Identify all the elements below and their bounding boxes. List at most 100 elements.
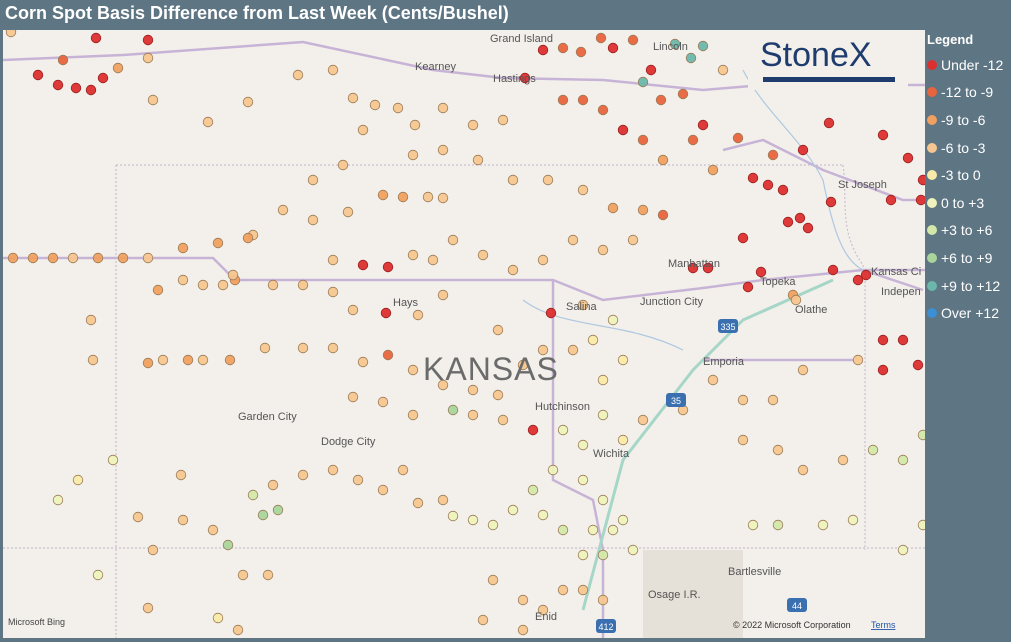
- station-dot[interactable]: [707, 164, 719, 176]
- station-dot[interactable]: [377, 396, 389, 408]
- station-dot[interactable]: [577, 549, 589, 561]
- station-dot[interactable]: [347, 92, 359, 104]
- station-dot[interactable]: [467, 119, 479, 131]
- station-dot[interactable]: [915, 194, 925, 206]
- station-dot[interactable]: [392, 102, 404, 114]
- station-dot[interactable]: [877, 364, 889, 376]
- station-dot[interactable]: [617, 514, 629, 526]
- station-dot[interactable]: [297, 342, 309, 354]
- station-dot[interactable]: [132, 511, 144, 523]
- station-dot[interactable]: [772, 519, 784, 531]
- station-dot[interactable]: [152, 284, 164, 296]
- station-dot[interactable]: [902, 152, 914, 164]
- station-dot[interactable]: [852, 274, 864, 286]
- station-dot[interactable]: [597, 104, 609, 116]
- station-dot[interactable]: [747, 172, 759, 184]
- station-dot[interactable]: [567, 344, 579, 356]
- station-dot[interactable]: [487, 519, 499, 531]
- station-dot[interactable]: [797, 464, 809, 476]
- station-dot[interactable]: [407, 409, 419, 421]
- station-dot[interactable]: [737, 232, 749, 244]
- station-dot[interactable]: [790, 294, 802, 306]
- station-dot[interactable]: [92, 252, 104, 264]
- station-dot[interactable]: [247, 489, 259, 501]
- station-dot[interactable]: [527, 424, 539, 436]
- station-dot[interactable]: [617, 354, 629, 366]
- station-dot[interactable]: [782, 216, 794, 228]
- station-dot[interactable]: [617, 434, 629, 446]
- station-dot[interactable]: [307, 174, 319, 186]
- station-dot[interactable]: [437, 289, 449, 301]
- legend-item[interactable]: +3 to +6: [927, 217, 1003, 245]
- station-dot[interactable]: [409, 119, 421, 131]
- station-dot[interactable]: [885, 194, 897, 206]
- station-dot[interactable]: [742, 281, 754, 293]
- station-dot[interactable]: [597, 409, 609, 421]
- station-dot[interactable]: [175, 469, 187, 481]
- station-dot[interactable]: [897, 544, 909, 556]
- station-dot[interactable]: [577, 299, 589, 311]
- station-dot[interactable]: [237, 569, 249, 581]
- station-dot[interactable]: [422, 191, 434, 203]
- station-dot[interactable]: [382, 349, 394, 361]
- station-dot[interactable]: [427, 254, 439, 266]
- station-dot[interactable]: [607, 42, 619, 54]
- station-dot[interactable]: [357, 259, 369, 271]
- station-dot[interactable]: [232, 624, 244, 636]
- station-dot[interactable]: [147, 544, 159, 556]
- station-dot[interactable]: [242, 232, 254, 244]
- station-dot[interactable]: [437, 192, 449, 204]
- station-dot[interactable]: [687, 134, 699, 146]
- station-dot[interactable]: [224, 354, 236, 366]
- station-dot[interactable]: [57, 54, 69, 66]
- station-dot[interactable]: [272, 504, 284, 516]
- station-dot[interactable]: [860, 269, 872, 281]
- station-dot[interactable]: [797, 364, 809, 376]
- station-dot[interactable]: [517, 624, 529, 636]
- station-dot[interactable]: [823, 117, 835, 129]
- station-dot[interactable]: [27, 252, 39, 264]
- station-dot[interactable]: [762, 179, 774, 191]
- station-dot[interactable]: [412, 497, 424, 509]
- station-dot[interactable]: [777, 184, 789, 196]
- legend-item[interactable]: Over +12: [927, 299, 1003, 327]
- station-dot[interactable]: [537, 344, 549, 356]
- station-dot[interactable]: [587, 524, 599, 536]
- station-dot[interactable]: [607, 202, 619, 214]
- station-dot[interactable]: [142, 602, 154, 614]
- station-dot[interactable]: [467, 409, 479, 421]
- station-dot[interactable]: [645, 64, 657, 76]
- station-dot[interactable]: [85, 84, 97, 96]
- station-dot[interactable]: [212, 237, 224, 249]
- station-dot[interactable]: [297, 469, 309, 481]
- station-dot[interactable]: [545, 307, 557, 319]
- station-dot[interactable]: [217, 279, 229, 291]
- station-dot[interactable]: [92, 569, 104, 581]
- station-dot[interactable]: [817, 519, 829, 531]
- station-dot[interactable]: [567, 234, 579, 246]
- station-dot[interactable]: [377, 189, 389, 201]
- station-dot[interactable]: [112, 62, 124, 74]
- station-dot[interactable]: [537, 254, 549, 266]
- station-dot[interactable]: [917, 429, 925, 441]
- station-dot[interactable]: [67, 252, 79, 264]
- station-dot[interactable]: [292, 69, 304, 81]
- station-dot[interactable]: [197, 354, 209, 366]
- station-dot[interactable]: [357, 124, 369, 136]
- station-dot[interactable]: [107, 454, 119, 466]
- station-dot[interactable]: [297, 279, 309, 291]
- station-dot[interactable]: [197, 279, 209, 291]
- station-dot[interactable]: [357, 356, 369, 368]
- station-dot[interactable]: [797, 144, 809, 156]
- station-dot[interactable]: [507, 504, 519, 516]
- legend-item[interactable]: -12 to -9: [927, 79, 1003, 107]
- station-dot[interactable]: [767, 149, 779, 161]
- station-dot[interactable]: [577, 94, 589, 106]
- station-dot[interactable]: [597, 594, 609, 606]
- station-dot[interactable]: [637, 134, 649, 146]
- station-dot[interactable]: [142, 357, 154, 369]
- station-dot[interactable]: [407, 149, 419, 161]
- station-dot[interactable]: [527, 484, 539, 496]
- station-dot[interactable]: [755, 266, 767, 278]
- station-dot[interactable]: [557, 424, 569, 436]
